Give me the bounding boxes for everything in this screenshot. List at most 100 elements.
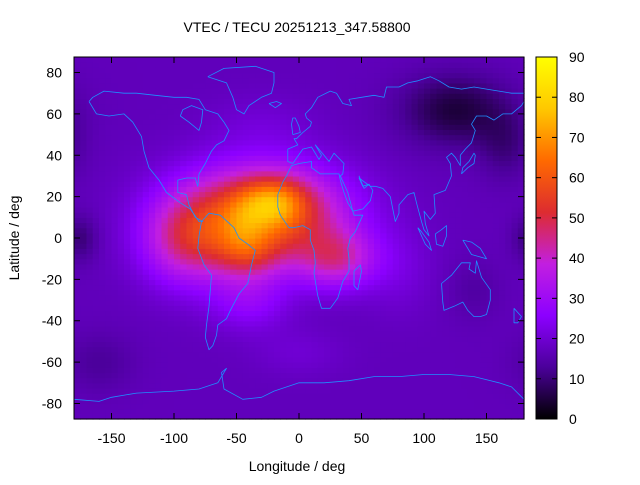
heatmap-cell (330, 346, 338, 353)
heatmap-cell (136, 150, 144, 156)
heatmap-cell (455, 150, 463, 156)
heatmap-cell (367, 98, 375, 105)
heatmap-cell (124, 150, 131, 156)
heatmap-cell (292, 170, 300, 177)
heatmap-cell (355, 367, 363, 374)
heatmap-cell (180, 325, 188, 332)
heatmap-cell (236, 212, 244, 218)
heatmap-cell (261, 310, 269, 317)
heatmap-cell (455, 139, 463, 146)
heatmap-cell (99, 150, 106, 156)
heatmap-cell (99, 217, 106, 224)
heatmap-cell (267, 382, 275, 389)
heatmap-cell (274, 408, 281, 415)
heatmap-cell (467, 196, 475, 203)
heatmap-cell (255, 72, 263, 79)
heatmap-cell (455, 377, 463, 384)
heatmap-cell (405, 108, 413, 115)
heatmap-cell (155, 346, 163, 353)
heatmap-cell (117, 356, 125, 363)
heatmap-cell (430, 289, 438, 296)
heatmap-cell (186, 155, 194, 162)
heatmap-cell (249, 222, 256, 229)
heatmap-cell (124, 119, 131, 125)
heatmap-cell (361, 232, 369, 239)
heatmap-cell (130, 93, 138, 99)
heatmap-cell (80, 408, 88, 415)
heatmap-cell (274, 346, 281, 353)
heatmap-cell (242, 222, 250, 229)
heatmap-cell (411, 181, 419, 187)
heatmap-cell (174, 217, 181, 224)
heatmap-cell (374, 98, 381, 105)
heatmap-cell (267, 124, 275, 130)
heatmap-cell (192, 206, 200, 213)
heatmap-cell (142, 93, 150, 99)
heatmap-cell (411, 300, 419, 306)
heatmap-cell (205, 238, 213, 244)
heatmap-cell (486, 387, 494, 394)
heatmap-cell (149, 294, 156, 301)
heatmap-cell (86, 387, 94, 394)
heatmap-cell (174, 382, 181, 389)
heatmap-cell (174, 170, 181, 177)
heatmap-cell (336, 201, 344, 208)
heatmap-cell (499, 253, 506, 260)
heatmap-cell (480, 196, 488, 203)
heatmap-cell (455, 403, 463, 410)
heatmap-cell (386, 382, 394, 389)
heatmap-cell (180, 315, 188, 322)
heatmap-cell (92, 258, 100, 265)
heatmap-cell (211, 206, 219, 213)
heatmap-cell (492, 393, 500, 399)
heatmap-cell (199, 393, 206, 399)
heatmap-cell (486, 408, 494, 415)
heatmap-cell (174, 113, 181, 120)
heatmap-cell (80, 362, 88, 368)
heatmap-cell (317, 201, 325, 208)
heatmap-cell (442, 196, 450, 203)
heatmap-cell (380, 88, 388, 94)
heatmap-cell (424, 175, 431, 182)
heatmap-cell (455, 175, 463, 182)
heatmap-cell (467, 217, 475, 224)
heatmap-cell (99, 310, 106, 317)
heatmap-cell (255, 356, 263, 363)
heatmap-cell (455, 82, 463, 89)
heatmap-cell (317, 82, 325, 89)
heatmap-cell (324, 201, 331, 208)
heatmap-cell (117, 341, 125, 348)
heatmap-cell (236, 356, 244, 363)
heatmap-cell (199, 77, 206, 84)
heatmap-cell (255, 88, 263, 94)
heatmap-cell (499, 124, 506, 130)
heatmap-cell (155, 269, 163, 275)
heatmap-cell (249, 269, 256, 275)
heatmap-cell (230, 217, 238, 224)
heatmap-cell (74, 356, 81, 363)
heatmap-cell (155, 331, 163, 337)
heatmap-cell (199, 377, 206, 384)
heatmap-cell (499, 108, 506, 115)
heatmap-cell (274, 119, 281, 125)
heatmap-cell (199, 134, 206, 141)
heatmap-cell (261, 160, 269, 167)
heatmap-cell (255, 155, 263, 162)
heatmap-cell (236, 300, 244, 306)
heatmap-cell (349, 119, 356, 125)
heatmap-cell (405, 336, 413, 343)
heatmap-cell (367, 413, 375, 420)
heatmap-cell (142, 346, 150, 353)
heatmap-cell (317, 227, 325, 234)
heatmap-cell (236, 331, 244, 337)
heatmap-cell (517, 279, 525, 286)
heatmap-cell (105, 62, 113, 68)
heatmap-cell (286, 129, 294, 136)
heatmap-cell (399, 398, 406, 405)
heatmap-cell (430, 186, 438, 193)
heatmap-cell (161, 165, 169, 172)
heatmap-cell (386, 165, 394, 172)
heatmap-cell (292, 325, 300, 332)
heatmap-cell (361, 279, 369, 286)
heatmap-cell (211, 398, 219, 405)
